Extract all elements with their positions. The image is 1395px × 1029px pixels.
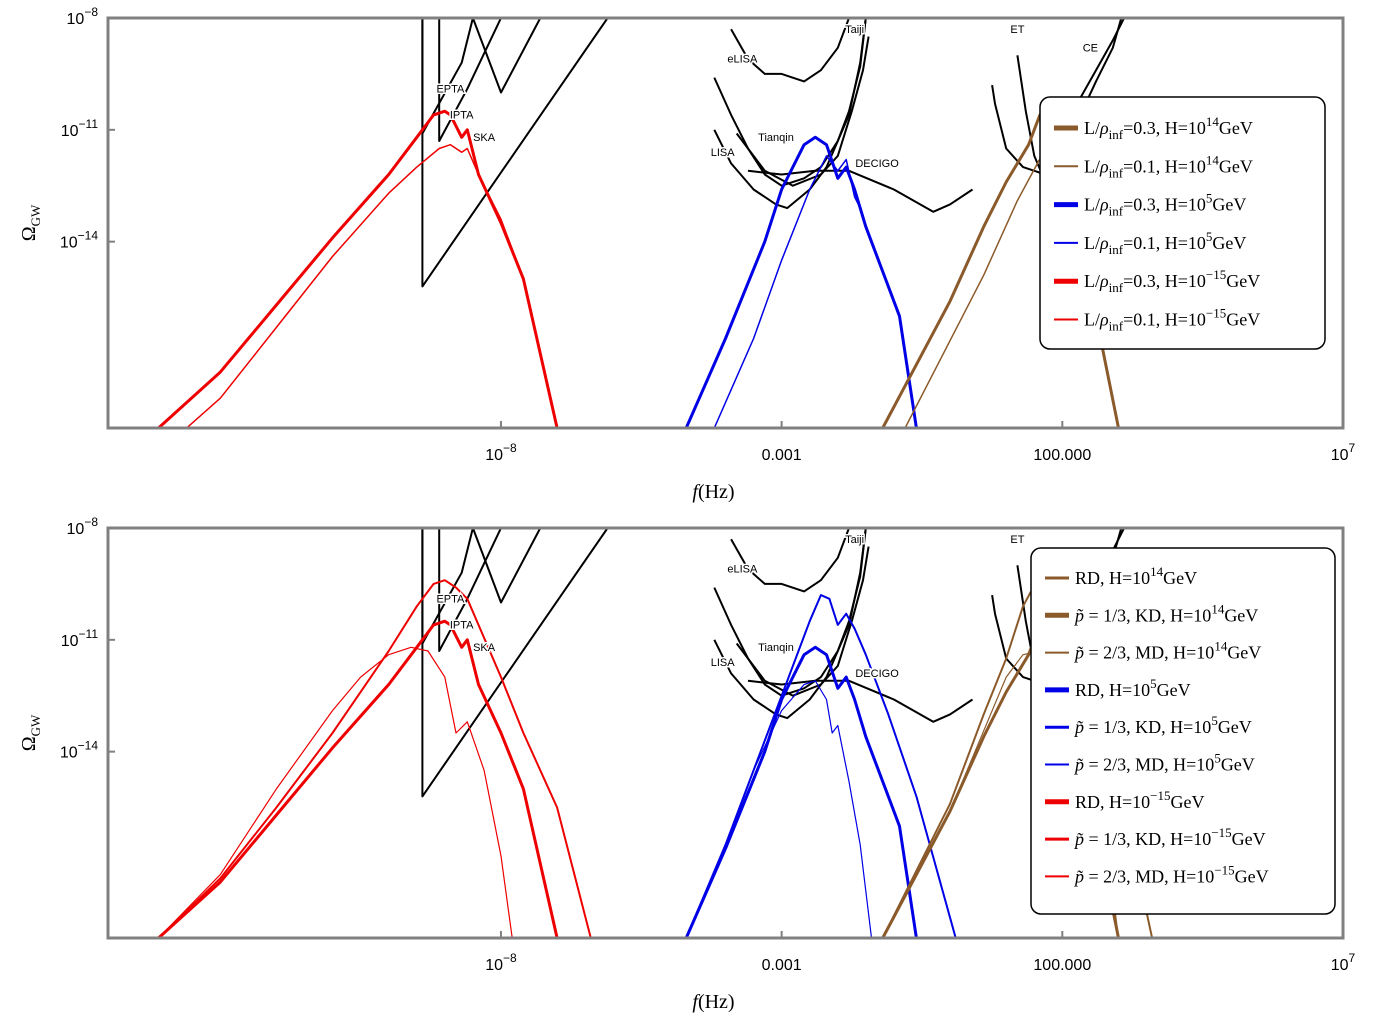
y-tick-label: 10−11 (61, 627, 99, 650)
legend-entry: L/ρinf=0.1, H=105GeV (1084, 229, 1246, 257)
plot-area: EPTA IPTA SKA eLISA LISA Tianqin Taiji DECIGO ET… (157, 18, 1125, 428)
legend-entry: p̃ = 1/3, KD, H=105GeV (1073, 713, 1252, 737)
plot-area: EPTA IPTA SKA eLISA LISA Tianqin Taiji DECIGO ET… (157, 528, 1154, 938)
detector-label: LISA (711, 657, 736, 669)
y-tick-label: 10−14 (60, 739, 98, 762)
detector-label: eLISA (727, 54, 758, 66)
x-tick-label: 107 (1331, 951, 1356, 974)
detector-curve-elisa (730, 528, 850, 593)
series-line (157, 579, 592, 938)
detector-curve-epta (438, 18, 502, 142)
legend-box (1030, 547, 1336, 915)
detector-curve-elisa (730, 18, 850, 83)
legend-entry: p̃ = 2/3, MD, H=105GeV (1073, 751, 1255, 775)
detector-label: Taiji (845, 534, 864, 546)
series-line (157, 619, 559, 938)
panel-2: EPTA IPTA SKA eLISA LISA Tianqin Taiji DECIGO ET… (18, 515, 1356, 1013)
detector-curve-lisa (713, 528, 867, 697)
y-axis-label: ΩGW (18, 204, 43, 241)
legend-entry: p̃ = 2/3, MD, H=10−15GeV (1073, 862, 1269, 886)
legend: RD, H=1014GeV p̃ = 1/3, KD, H=1014GeV p̃ =… (1030, 547, 1336, 915)
x-tick-label: 100.000 (1033, 447, 1091, 464)
panel-1: EPTA IPTA SKA eLISA LISA Tianqin Taiji DECIGO ET… (18, 5, 1356, 503)
legend-entry: L/ρinf=0.3, H=1014GeV (1084, 114, 1253, 142)
legend-entry: RD, H=10−15GeV (1075, 788, 1205, 812)
y-tick-label: 10−8 (67, 5, 99, 28)
series-line (685, 680, 873, 938)
legend-entry: L/ρinf=0.1, H=1014GeV (1084, 152, 1253, 180)
x-tick-label: 10−8 (485, 441, 517, 464)
legend-entry: p̃ = 1/3, KD, H=1014GeV (1073, 601, 1258, 625)
detector-curve-tianqin (713, 18, 867, 210)
legend-entry: L/ρinf=0.3, H=10−15GeV (1084, 267, 1260, 295)
legend-box (1039, 96, 1326, 350)
series-line (684, 135, 918, 428)
detector-label: LISA (711, 147, 736, 159)
detector-curve-ska (421, 528, 609, 798)
detector-curve-decigo (747, 169, 974, 213)
legend: L/ρinf=0.3, H=1014GeV L/ρinf=0.1, H=1014G… (1039, 96, 1326, 350)
detector-curve-lisa (713, 18, 867, 187)
detector-label: ET (1010, 24, 1024, 36)
x-tick-label: 107 (1331, 441, 1356, 464)
y-tick-label: 10−14 (60, 229, 98, 252)
detector-label: Tianqin (758, 642, 794, 654)
legend-entry: RD, H=105GeV (1075, 676, 1191, 700)
series-line (157, 109, 559, 428)
detector-label: ET (1010, 534, 1024, 546)
plot-frame (106, 526, 1345, 940)
detector-curve-ska (421, 18, 609, 288)
legend-entry: p̃ = 1/3, KD, H=10−15GeV (1073, 825, 1266, 849)
y-axis-label: ΩGW (18, 714, 43, 751)
detector-curve-decigo (747, 679, 974, 723)
detector-label: EPTA (436, 84, 465, 96)
detector-label: CE (1083, 43, 1098, 55)
series-line (185, 143, 558, 428)
x-tick-label: 10−8 (485, 951, 517, 974)
x-tick-label: 100.000 (1033, 957, 1091, 974)
detector-label: DECIGO (855, 668, 899, 680)
legend-entry: p̃ = 2/3, MD, H=1014GeV (1073, 639, 1261, 663)
y-tick-label: 10−8 (67, 515, 99, 538)
detector-label: eLISA (727, 564, 758, 576)
y-tick-label: 10−11 (61, 117, 99, 140)
legend-entry: L/ρinf=0.3, H=105GeV (1084, 191, 1246, 219)
detector-label: SKA (473, 642, 496, 654)
detector-label: DECIGO (855, 158, 899, 170)
legend-entry: L/ρinf=0.1, H=10−15GeV (1084, 306, 1260, 334)
series-line (157, 646, 513, 938)
x-tick-label: 0.001 (762, 957, 802, 974)
detector-label: EPTA (436, 594, 465, 606)
detector-label: SKA (473, 132, 496, 144)
x-axis-label: f(Hz) (692, 481, 734, 503)
detector-label: IPTA (450, 620, 474, 632)
x-tick-label: 0.001 (762, 447, 802, 464)
detector-label: IPTA (450, 110, 474, 122)
detector-label: Tianqin (758, 132, 794, 144)
legend-entry: RD, H=1014GeV (1075, 564, 1197, 588)
detector-curve-tianqin (713, 528, 867, 720)
x-axis-label: f(Hz) (692, 991, 734, 1013)
detector-curve-epta (438, 528, 502, 652)
series-line (685, 594, 957, 938)
series-line (684, 645, 918, 938)
plot-frame (106, 16, 1345, 430)
series-line (713, 155, 918, 428)
detector-label: Taiji (845, 24, 864, 36)
